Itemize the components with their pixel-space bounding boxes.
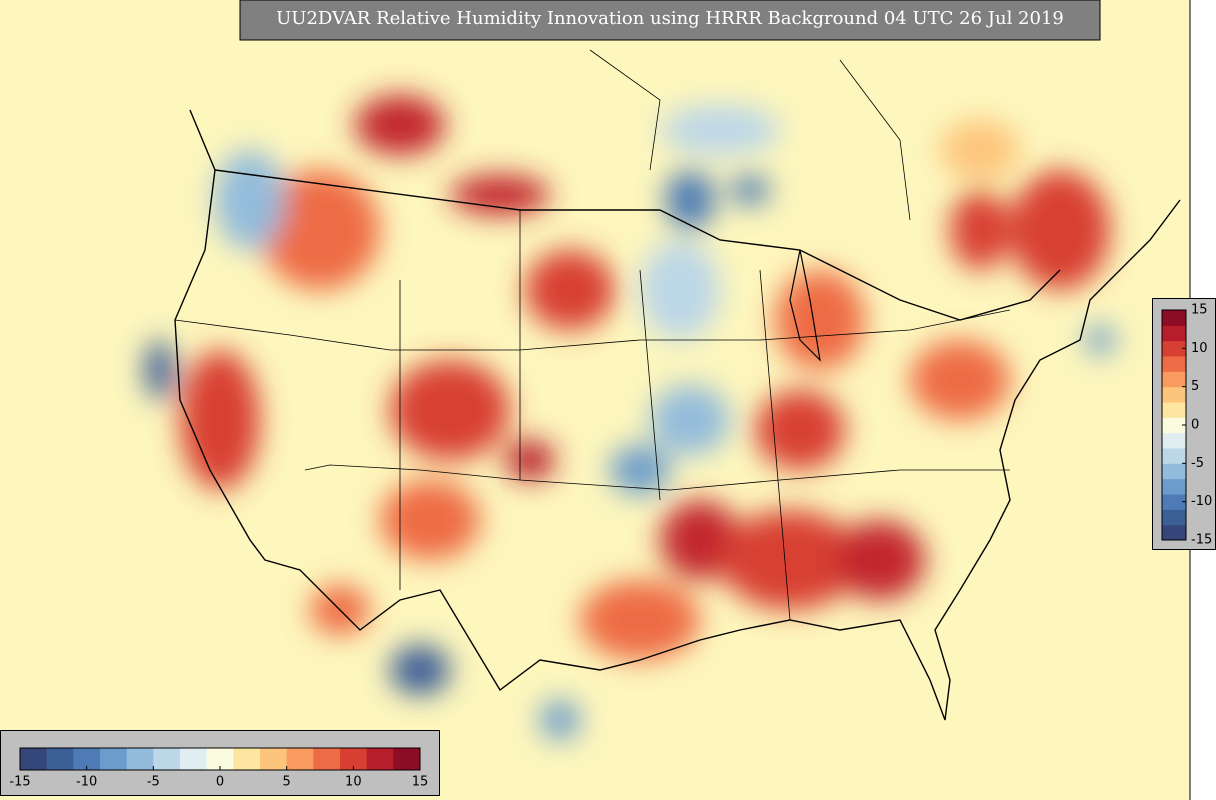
colorbar-swatch [1162,386,1186,403]
colorbar-tick-label: 5 [283,775,291,790]
colorbar-tick-label: 5 [1191,379,1199,394]
colorbar-tick-label: 15 [1191,303,1208,318]
vertical-colorbar: -15 -10 -5 0 5 10 15 [1161,303,1212,548]
colorbar-swatch [366,748,394,770]
colorbar-tick-label: -15 [1191,533,1212,548]
title-box [239,0,1101,41]
innovation-field [145,95,1115,740]
colorbar-swatch [73,748,101,770]
colorbar-tick-label: 0 [1191,418,1199,433]
colorbar-swatch [1162,463,1186,480]
colorbar-tick-label: -10 [1191,494,1212,509]
colorbar-swatch [1162,494,1186,510]
colorbar-tick-label: 15 [412,775,429,790]
colorbar-swatch [1162,325,1186,342]
colorbar-tick-label: 10 [1191,341,1208,356]
colorbar-tick-label: -10 [76,775,97,790]
horizontal-colorbar: -15 -10 -5 0 5 10 15 [9,747,429,790]
colorbar-swatch [1162,371,1186,388]
colorbar-swatch [20,748,48,770]
colorbar-tick-label: -5 [147,775,160,790]
colorbar-swatch [1162,524,1186,541]
colorbar-swatch [1162,509,1186,526]
colorbar-swatch [1162,478,1186,495]
colorbar-swatch [206,748,234,770]
colorbar-tick-label: 10 [345,775,362,790]
colorbar-swatch [153,748,181,770]
colorbar-swatch [233,748,261,770]
colorbar-swatch [100,748,128,770]
colorbar-swatch [1162,402,1186,418]
boundaries [174,49,1181,721]
colorbar-swatch [1162,356,1186,372]
map-title: UU2DVAR Relative Humidity Innovation usi… [276,8,1064,29]
colorbar-swatch [313,748,341,770]
colorbar-swatch [46,748,74,770]
colorbar-swatch [393,748,421,770]
colorbar-swatch [1162,310,1186,326]
colorbar-swatch [126,748,154,770]
colorbar-swatch [180,748,208,770]
colorbar-swatch [1162,340,1186,357]
map-background [0,0,1190,800]
colorbar-swatch [1162,417,1186,434]
colorbar-swatch [260,748,288,770]
colorbar-swatch [1162,448,1186,464]
colorbar-tick-label: -5 [1191,456,1204,471]
colorbar-swatch [286,748,314,770]
colorbar-swatch [1162,432,1186,449]
colorbar-swatch [340,748,368,770]
colorbar-tick-label: 0 [216,775,224,790]
colorbar-tick-label: -15 [9,775,30,790]
